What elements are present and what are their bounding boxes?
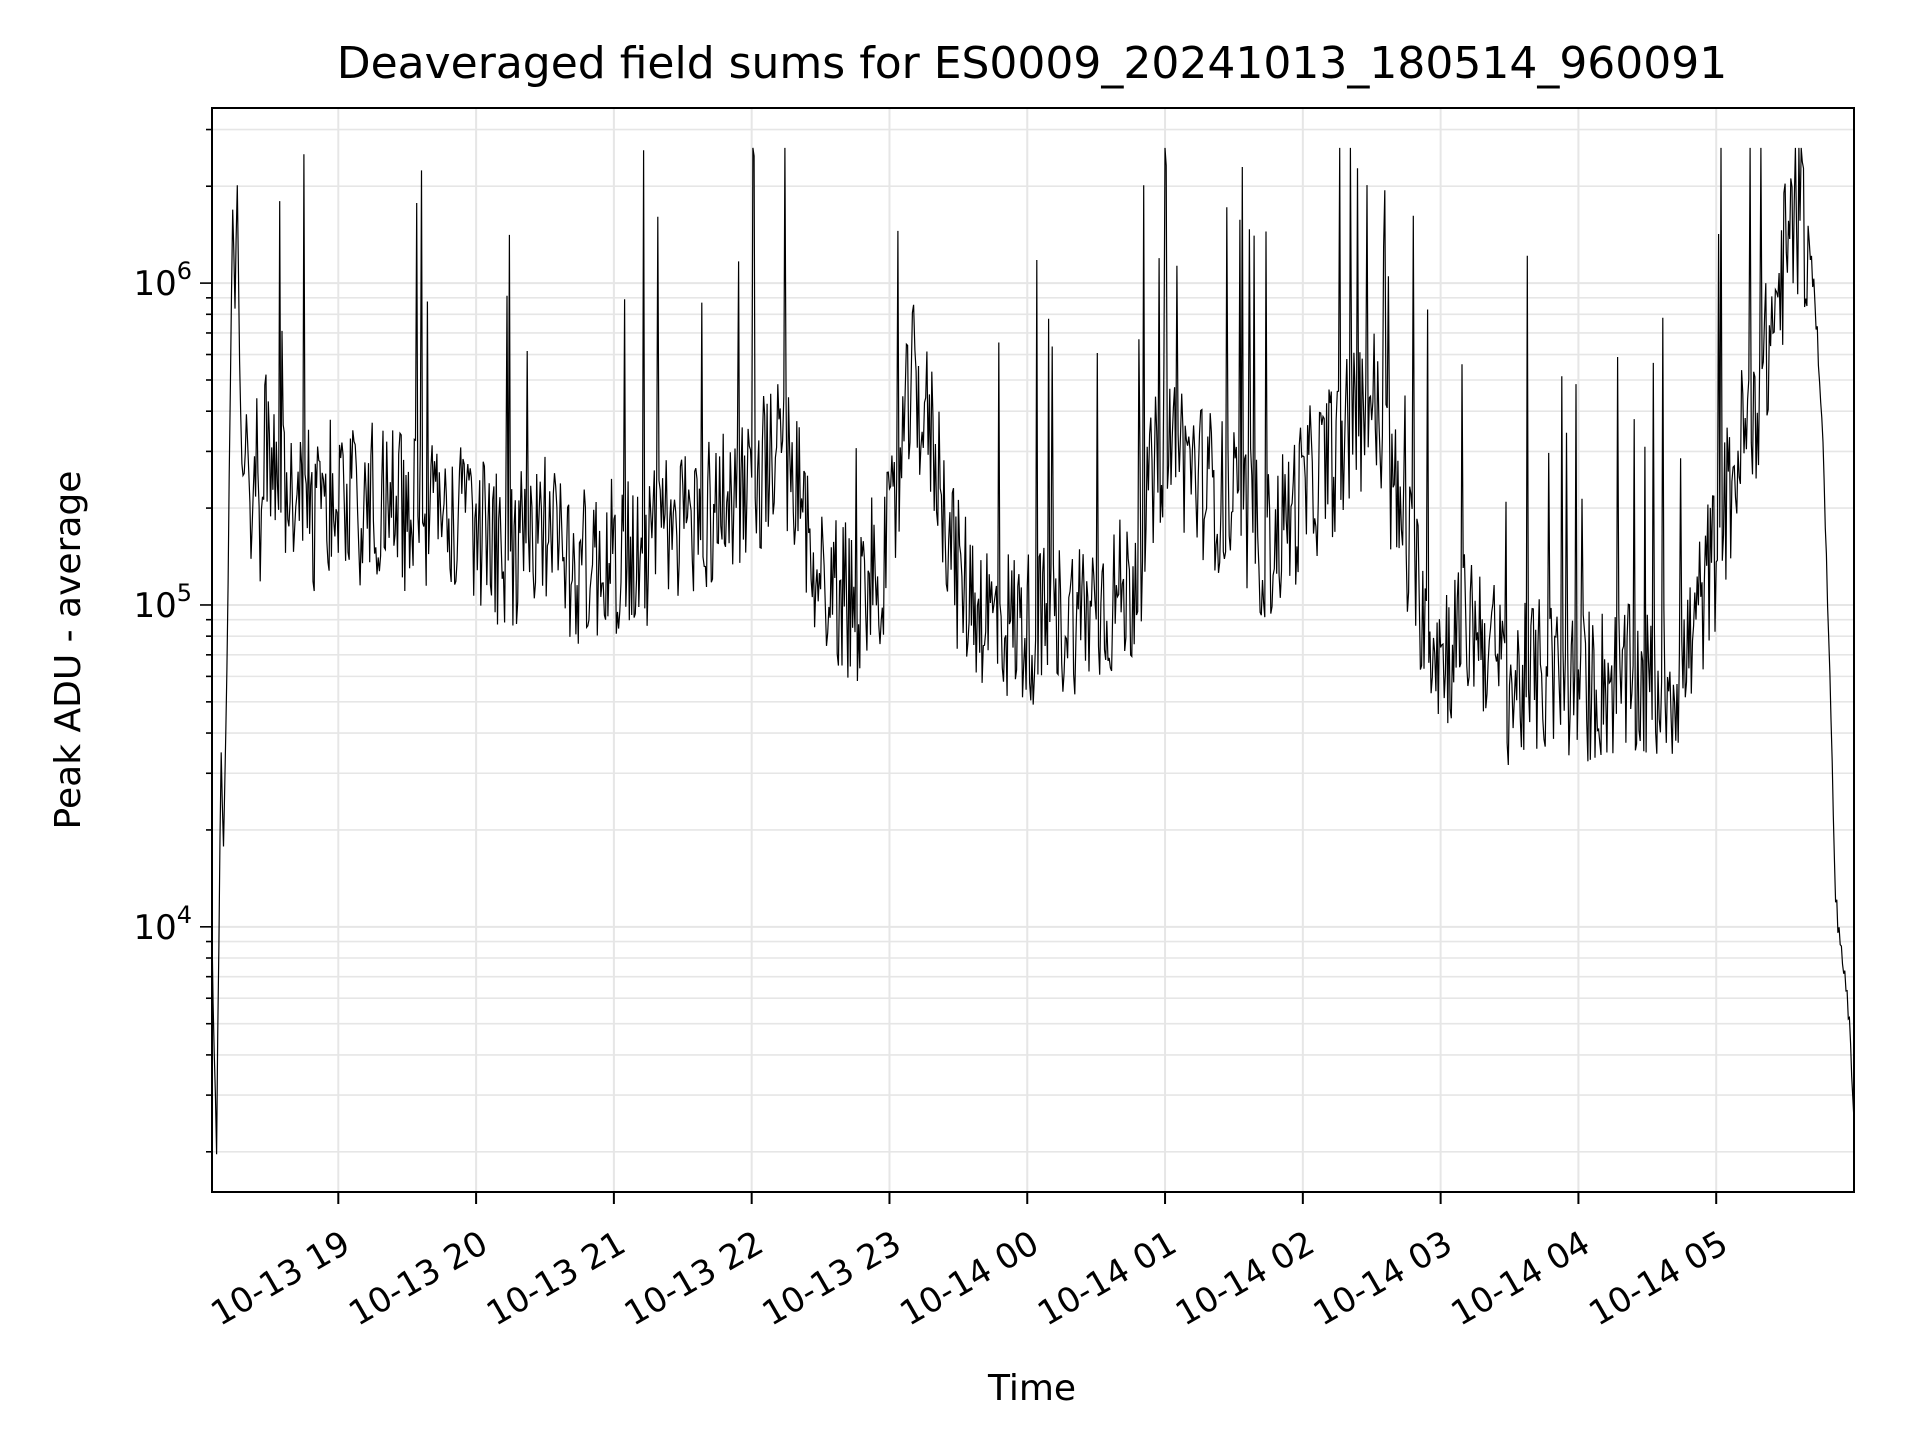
x-tick-label: 10-13 23 (756, 1223, 908, 1334)
x-tick-label: 10-13 22 (618, 1223, 770, 1334)
plot-frame (211, 107, 1855, 1193)
x-axis-label: Time (987, 1368, 1076, 1409)
y-tick-exponent: 5 (177, 579, 192, 607)
x-tick-label: 10-14 02 (1169, 1223, 1321, 1334)
y-tick-label: 106 (133, 257, 192, 304)
y-tick-label: 104 (133, 901, 192, 948)
series-line (211, 147, 1855, 1155)
y-tick-label: 105 (133, 579, 192, 626)
grid (212, 108, 1854, 1192)
y-axis-label: Peak ADU - average (48, 471, 89, 830)
x-tick-label: 10-13 21 (480, 1223, 632, 1334)
y-tick-base: 10 (133, 264, 176, 304)
y-tick-exponent: 6 (177, 257, 192, 285)
x-tick-label: 10-14 05 (1582, 1223, 1734, 1334)
y-tick-base: 10 (133, 908, 176, 948)
y-tick-base: 10 (133, 586, 176, 626)
chart-title: Deaveraged field sums for ES0009_2024101… (337, 38, 1728, 89)
x-tick-label: 10-14 01 (1031, 1223, 1183, 1334)
x-tick-label: 10-13 19 (204, 1223, 356, 1334)
x-tick-label: 10-14 00 (893, 1223, 1045, 1334)
x-tick-label: 10-14 03 (1307, 1223, 1459, 1334)
x-tick-label: 10-14 04 (1445, 1223, 1597, 1334)
x-tick-label: 10-13 20 (342, 1223, 494, 1334)
y-tick-exponent: 4 (177, 901, 192, 929)
